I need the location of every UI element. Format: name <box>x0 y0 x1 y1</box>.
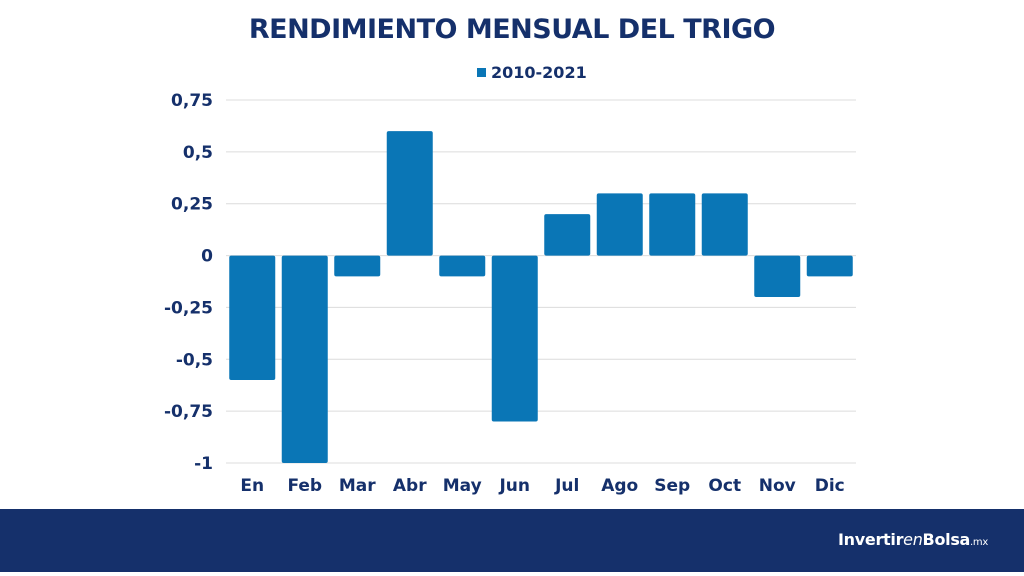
bars <box>229 131 853 463</box>
bar-sep <box>649 193 696 256</box>
bar-ago <box>596 193 643 256</box>
brand-part2: en <box>903 530 923 549</box>
x-tick-label: Nov <box>759 476 796 496</box>
legend-swatch <box>477 68 486 77</box>
bar-feb <box>281 255 328 463</box>
x-tick-label: Mar <box>339 476 376 496</box>
bar-mar <box>334 255 381 277</box>
bar-nov <box>754 255 801 298</box>
x-tick-label: Jul <box>554 476 579 496</box>
bar-jun <box>491 255 538 422</box>
y-tick-label: 0 <box>201 247 213 267</box>
x-tick-label: Ago <box>601 476 638 496</box>
chart-title: RENDIMIENTO MENSUAL DEL TRIGO <box>248 14 776 45</box>
bar-jul <box>544 214 591 256</box>
bar-may <box>439 255 486 277</box>
footer-bar: InvertirenBolsa.mx <box>0 509 1024 572</box>
bar-dic <box>806 255 853 277</box>
y-axis-ticks: 0,75 0,5 0,25 0 -0,25 -0,5 -0,75 -1 <box>164 91 213 474</box>
x-tick-label: Sep <box>654 476 690 496</box>
brand-part1: Invertir <box>838 530 904 549</box>
brand-tld: .mx <box>970 537 988 548</box>
y-tick-label: -0,25 <box>164 298 213 318</box>
bar-oct <box>701 193 748 256</box>
y-tick-label: 0,25 <box>171 195 213 215</box>
y-tick-label: -0,75 <box>164 402 213 422</box>
x-tick-label: Oct <box>708 476 741 496</box>
x-tick-label: Abr <box>393 476 427 496</box>
y-tick-label: 0,75 <box>171 91 213 111</box>
legend-label: 2010-2021 <box>491 63 587 82</box>
x-tick-label: Jun <box>498 476 530 496</box>
legend: 2010-2021 <box>477 63 587 82</box>
x-tick-label: May <box>443 476 482 496</box>
x-tick-label: En <box>240 476 264 496</box>
y-tick-label: -1 <box>194 454 213 474</box>
bar-en <box>229 255 276 381</box>
y-tick-label: 0,5 <box>183 143 213 163</box>
brand-part3: Bolsa <box>922 530 971 549</box>
bar-chart: 0,75 0,5 0,25 0 -0,25 -0,5 -0,75 -1 En Feb Mar Abr… <box>164 63 856 496</box>
y-tick-label: -0,5 <box>176 350 213 370</box>
x-tick-label: Dic <box>815 476 845 496</box>
x-tick-label: Feb <box>287 476 322 496</box>
brand-logo: InvertirenBolsa.mx <box>838 530 988 549</box>
x-axis-ticks: En Feb Mar Abr May Jun Jul Ago Sep Oct Nov Dic <box>240 476 844 496</box>
bar-abr <box>386 131 433 256</box>
grid-lines <box>226 99 856 464</box>
